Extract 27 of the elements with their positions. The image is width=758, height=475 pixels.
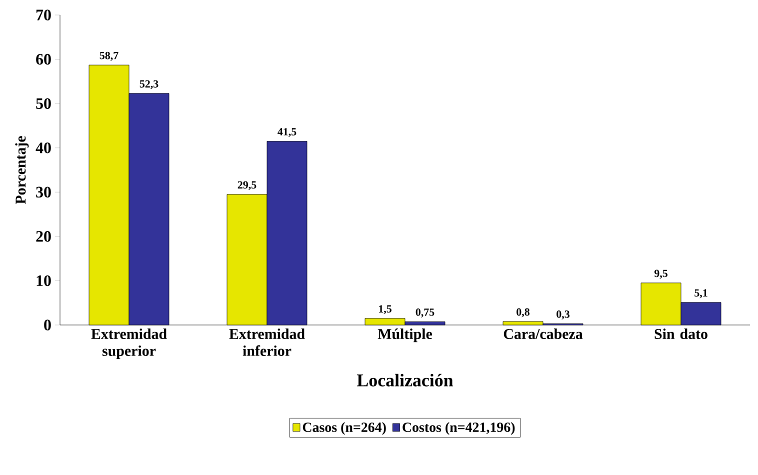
data-label: 5,1: [694, 289, 708, 298]
data-label: 52,3: [140, 80, 158, 90]
data-label: 0,75: [416, 308, 434, 318]
data-label: 1,5: [379, 305, 392, 314]
data-label: 29,5: [238, 181, 256, 190]
x-tick-label: Sin dato: [654, 328, 708, 340]
y-tick-label: 0: [44, 320, 51, 330]
y-axis-title: Porcentaje: [15, 136, 29, 204]
y-tick-label: 40: [36, 142, 51, 154]
data-label: 41,5: [278, 128, 296, 138]
x-tick-label: Cara/cabeza: [504, 328, 583, 340]
x-tick-label: Múltiple: [378, 328, 432, 342]
y-tick-label: 60: [36, 54, 51, 65]
x-tick-label: Extremidad superior: [91, 328, 167, 359]
x-axis-title: Localización: [357, 374, 454, 386]
y-tick-label: 70: [36, 10, 51, 20]
y-tick-label: 10: [36, 275, 51, 286]
x-tick-label: Extremidad inferior: [229, 328, 305, 356]
data-label: 0,8: [516, 308, 530, 318]
y-tick-label: 30: [36, 186, 51, 198]
data-label: 0,3: [556, 310, 570, 320]
legend-label: Costos (n=421,196): [402, 422, 515, 435]
legend-label: Casos (n=264): [302, 422, 386, 435]
y-tick-label: 50: [36, 98, 51, 109]
data-label: 58,7: [100, 52, 118, 61]
y-tick-label: 20: [36, 231, 51, 242]
data-label: 9,5: [654, 270, 668, 279]
